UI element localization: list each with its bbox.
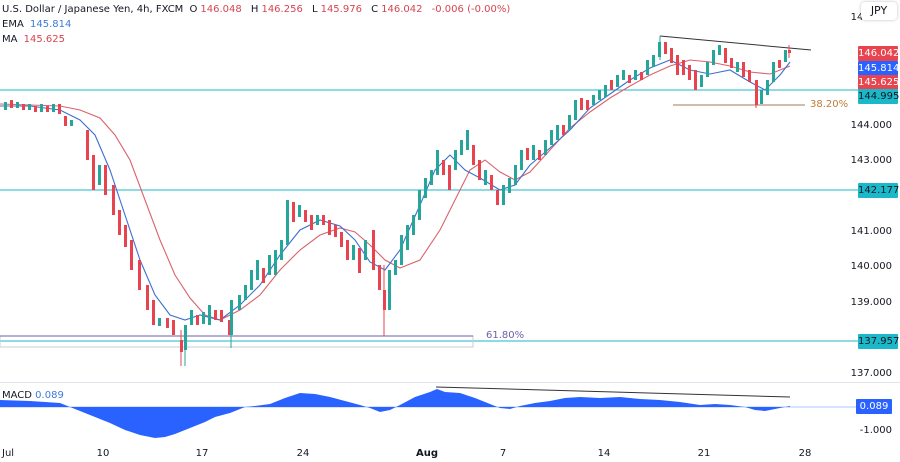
price-tick: 141.000 — [850, 226, 892, 237]
open-value: 146.048 — [200, 4, 242, 15]
hline-tag-144995: 144.995 — [858, 89, 900, 104]
hline-tag-142177: 142.177 — [858, 183, 900, 198]
fib-618-label: 61.80% — [486, 330, 525, 341]
macd-trendline — [435, 386, 791, 398]
time-label: 24 — [296, 448, 310, 459]
ema-legend[interactable]: EMA 145.814 — [2, 19, 72, 30]
change-value: -0.006 (-0.00%) — [431, 4, 511, 15]
hline-tag-137957: 137.957 — [858, 334, 900, 349]
macd-value: 0.089 — [35, 390, 64, 401]
macd-area — [0, 389, 790, 438]
ma-legend[interactable]: MA 145.625 — [2, 34, 66, 45]
fib-382-label: 38.20% — [810, 99, 849, 110]
ma-line — [0, 59, 791, 321]
ma-price-tag: 145.625 — [858, 75, 900, 90]
time-label: 17 — [195, 448, 209, 459]
time-label: 21 — [697, 448, 711, 459]
price-trendline — [659, 35, 812, 51]
pane-divider[interactable] — [0, 382, 900, 383]
time-label: 7 — [499, 448, 507, 459]
macd-tick: -1.000 — [859, 425, 892, 436]
price-tick: 139.000 — [850, 297, 892, 308]
time-label: Aug — [415, 448, 439, 459]
chart-legend: U.S. Dollar / Japanese Yen, 4h, FXCM O 14… — [2, 2, 513, 47]
currency-button[interactable]: JPY — [861, 2, 897, 20]
symbol-row: U.S. Dollar / Japanese Yen, 4h, FXCM O 14… — [2, 4, 511, 15]
macd-legend[interactable]: MACD 0.089 — [2, 390, 64, 401]
ema-value: 145.814 — [29, 19, 72, 30]
price-tick: 137.000 — [850, 368, 892, 379]
close-value: 146.042 — [381, 4, 423, 15]
last-price-tag: 146.042 — [858, 46, 900, 61]
price-tick: 143.000 — [850, 155, 892, 166]
time-label: Jul — [2, 448, 15, 459]
price-tick: 144.000 — [850, 120, 892, 131]
symbol-title[interactable]: U.S. Dollar / Japanese Yen, 4h, FXCM — [2, 4, 184, 15]
high-value: 146.256 — [261, 4, 303, 15]
candles — [4, 36, 791, 366]
time-label: 14 — [597, 448, 611, 459]
time-label: 10 — [96, 448, 110, 459]
low-value: 145.976 — [320, 4, 362, 15]
price-tick: 140.000 — [850, 261, 892, 272]
time-label: 28 — [798, 448, 812, 459]
macd-value-tag: 0.089 — [856, 399, 892, 414]
ema-price-tag: 145.814 — [858, 61, 900, 76]
ma-value: 145.625 — [23, 34, 66, 45]
